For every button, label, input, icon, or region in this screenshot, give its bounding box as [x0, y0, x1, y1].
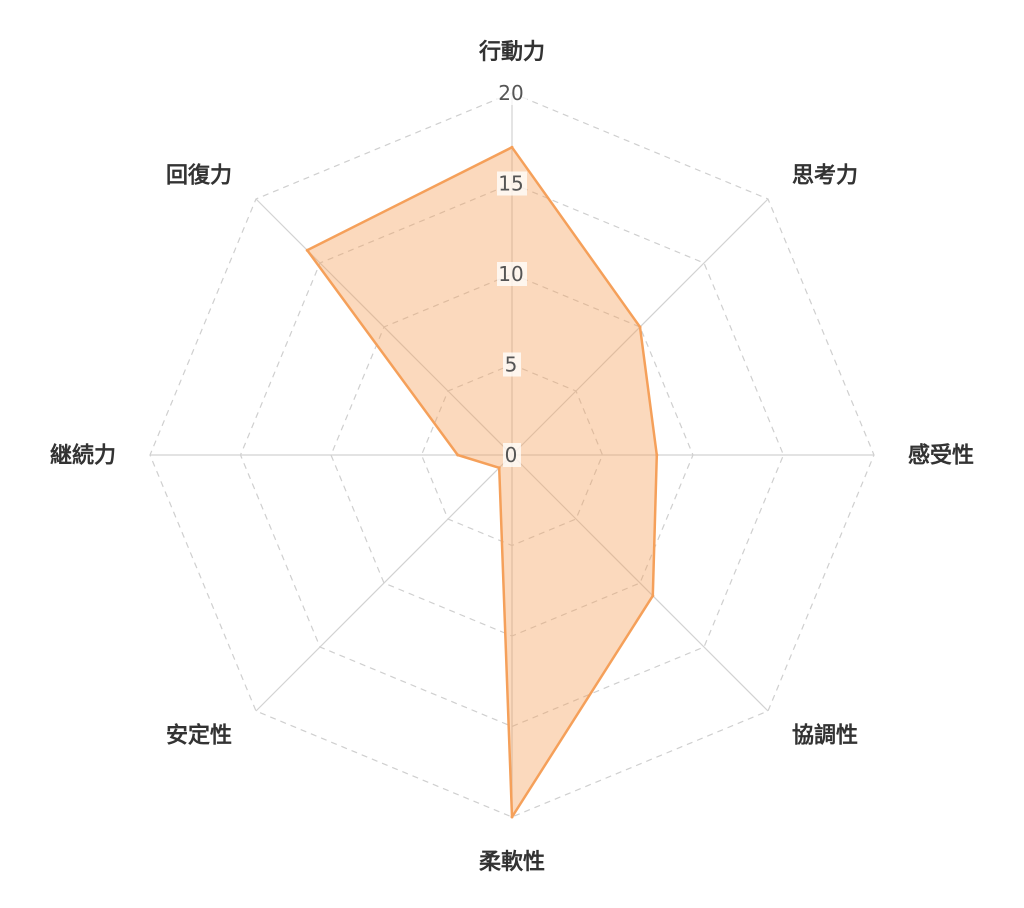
data-point-4 [510, 815, 514, 819]
axis-label-0: 行動力 [478, 39, 545, 65]
angle-line-3 [511, 454, 769, 712]
tick-label-backdrop [497, 81, 527, 105]
axis-label-4: 柔軟性 [479, 849, 545, 875]
axis-label-6: 継続力 [50, 443, 116, 469]
tick-label-5: 5 [505, 353, 518, 377]
tick-label-backdrop [503, 443, 521, 467]
data-point-7 [305, 248, 309, 252]
tick-label-backdrop [497, 171, 527, 196]
angle-lines [150, 93, 874, 817]
tick-label-backdrop [503, 352, 521, 377]
axis-label-2: 感受性 [908, 443, 974, 469]
tick-label-10: 10 [498, 262, 523, 286]
data-point-5 [497, 466, 501, 470]
tick-label-15: 15 [498, 172, 523, 196]
data-point-2 [655, 453, 659, 457]
angle-line-7 [255, 198, 513, 456]
axis-label-5: 安定性 [166, 723, 232, 749]
tick-label-20: 20 [498, 81, 523, 105]
tick-label-0: 0 [505, 443, 518, 467]
axis-label-1: 思考力 [792, 164, 858, 189]
series-layer [305, 145, 659, 819]
series-area-0 [305, 146, 659, 819]
axis-label-7: 回復力 [166, 163, 232, 189]
data-point-1 [638, 325, 642, 329]
tick-label-backdrop [497, 262, 527, 286]
grid-ring-15 [239, 182, 785, 728]
data-point-0 [510, 145, 514, 149]
data-point-3 [651, 594, 655, 598]
tick-labels: 0 5 10 15 20 [497, 81, 527, 467]
angle-line-5 [255, 454, 513, 712]
data-point-6 [456, 453, 460, 457]
axis-label-3: 協調性 [792, 723, 858, 749]
